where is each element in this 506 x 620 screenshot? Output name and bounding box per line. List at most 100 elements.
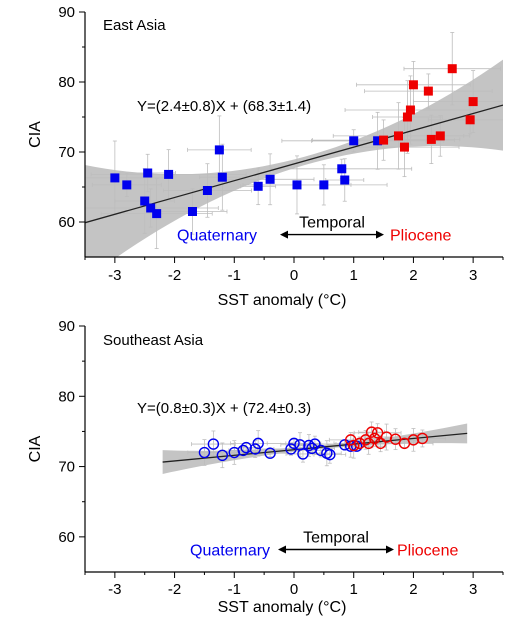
data-point <box>405 105 415 115</box>
data-point <box>253 181 263 191</box>
data-point <box>324 448 336 461</box>
data-point <box>285 443 297 455</box>
data-point <box>297 448 309 460</box>
data-point <box>140 196 150 206</box>
y-tick-label: 60 <box>58 529 75 546</box>
data-point <box>207 438 220 450</box>
annotation-quaternary: Quaternary <box>190 543 270 560</box>
annotation-pliocene: Pliocene <box>397 543 458 560</box>
data-point <box>379 135 389 145</box>
data-point <box>152 209 162 219</box>
data-point <box>337 164 347 174</box>
series-quaternary <box>110 136 383 219</box>
panel-1: -3 -2 -1 0 1 2 3 60 70 80 90 SST anomaly (°C) CIA Eas… <box>27 4 504 309</box>
data-point <box>349 136 359 146</box>
data-point <box>353 437 366 450</box>
data-point <box>365 426 378 438</box>
region-label: East Asia <box>103 17 166 34</box>
x-tick-label: 2 <box>409 267 417 284</box>
annotation-temporal: Temporal <box>299 215 365 232</box>
data-point <box>423 86 433 96</box>
data-point <box>389 433 402 445</box>
data-point <box>264 447 276 459</box>
data-point <box>416 432 429 445</box>
regression-equation: Y=(0.8±0.3)X + (72.4±0.3) <box>137 400 311 417</box>
regression-line <box>162 432 468 463</box>
x-tick-label: -3 <box>108 267 121 284</box>
data-point <box>315 444 327 457</box>
annotation-quaternary: Quaternary <box>177 228 257 245</box>
x-tick-label: -3 <box>108 581 121 598</box>
arrowhead-right <box>386 545 394 554</box>
data-point <box>373 136 383 146</box>
annotation-temporal: Temporal <box>303 530 369 547</box>
data-point <box>217 172 227 182</box>
data-point <box>435 131 445 141</box>
data-point <box>292 180 302 190</box>
data-point <box>309 438 321 450</box>
x-tick-label: 1 <box>350 267 358 284</box>
x-tick-label: 0 <box>290 267 298 284</box>
data-point <box>303 439 315 452</box>
data-point <box>288 437 300 450</box>
data-point <box>319 180 329 190</box>
data-point <box>249 443 261 455</box>
x-tick-label: 3 <box>469 581 477 598</box>
x-tick-label: 0 <box>290 581 298 598</box>
x-axis-label: SST anomaly (°C) <box>218 292 347 309</box>
data-point <box>237 444 249 457</box>
region-label: Southeast Asia <box>103 332 204 349</box>
data-point <box>240 441 252 454</box>
series-quaternary <box>198 437 363 462</box>
data-point <box>399 142 409 152</box>
data-point <box>348 439 360 452</box>
x-tick-label: -1 <box>228 267 241 284</box>
series-pliocene <box>345 426 429 452</box>
x-tick-label: -1 <box>228 581 241 598</box>
data-point <box>216 449 229 462</box>
arrowhead-left <box>278 545 286 554</box>
x-tick-label: 3 <box>469 267 477 284</box>
data-point <box>122 180 132 190</box>
y-tick-label: 70 <box>58 144 75 161</box>
series-pliocene <box>379 64 478 152</box>
data-point <box>265 174 275 184</box>
panel-2: -3 -2 -1 0 1 2 3 60 70 80 90 SST anomaly (°C) CIA Sou… <box>27 318 504 616</box>
data-point <box>402 112 412 122</box>
x-tick-label: 2 <box>409 581 417 598</box>
y-axis-label: CIA <box>27 435 44 462</box>
annotation-pliocene: Pliocene <box>390 228 451 245</box>
y-tick-label: 90 <box>58 318 75 335</box>
data-point <box>426 134 436 144</box>
plot-area <box>85 32 503 257</box>
data-point <box>340 175 350 185</box>
data-point <box>252 437 264 450</box>
data-point <box>371 427 384 439</box>
x-tick-label: -2 <box>168 267 181 284</box>
data-point <box>394 131 403 141</box>
data-point <box>374 437 387 450</box>
arrowhead-right <box>376 230 384 239</box>
x-tick-label: -2 <box>168 581 181 598</box>
arrowhead-left <box>280 230 288 239</box>
data-point <box>468 97 478 107</box>
regression-line <box>85 104 503 224</box>
y-tick-label: 80 <box>58 388 75 405</box>
data-point <box>198 446 211 459</box>
data-point <box>202 186 212 195</box>
x-tick-label: 1 <box>350 581 358 598</box>
y-tick-label: 70 <box>58 459 75 476</box>
y-axis-label: CIA <box>27 121 44 148</box>
data-point <box>187 207 197 216</box>
data-point <box>214 145 224 155</box>
x-axis-label: SST anomaly (°C) <box>218 599 347 616</box>
plot-area <box>162 421 468 474</box>
data-point <box>465 115 475 125</box>
data-point <box>408 80 418 90</box>
y-tick-label: 80 <box>58 74 75 91</box>
data-point <box>407 434 420 446</box>
data-point <box>110 173 120 183</box>
data-point <box>359 434 372 446</box>
y-tick-label: 90 <box>58 4 75 21</box>
